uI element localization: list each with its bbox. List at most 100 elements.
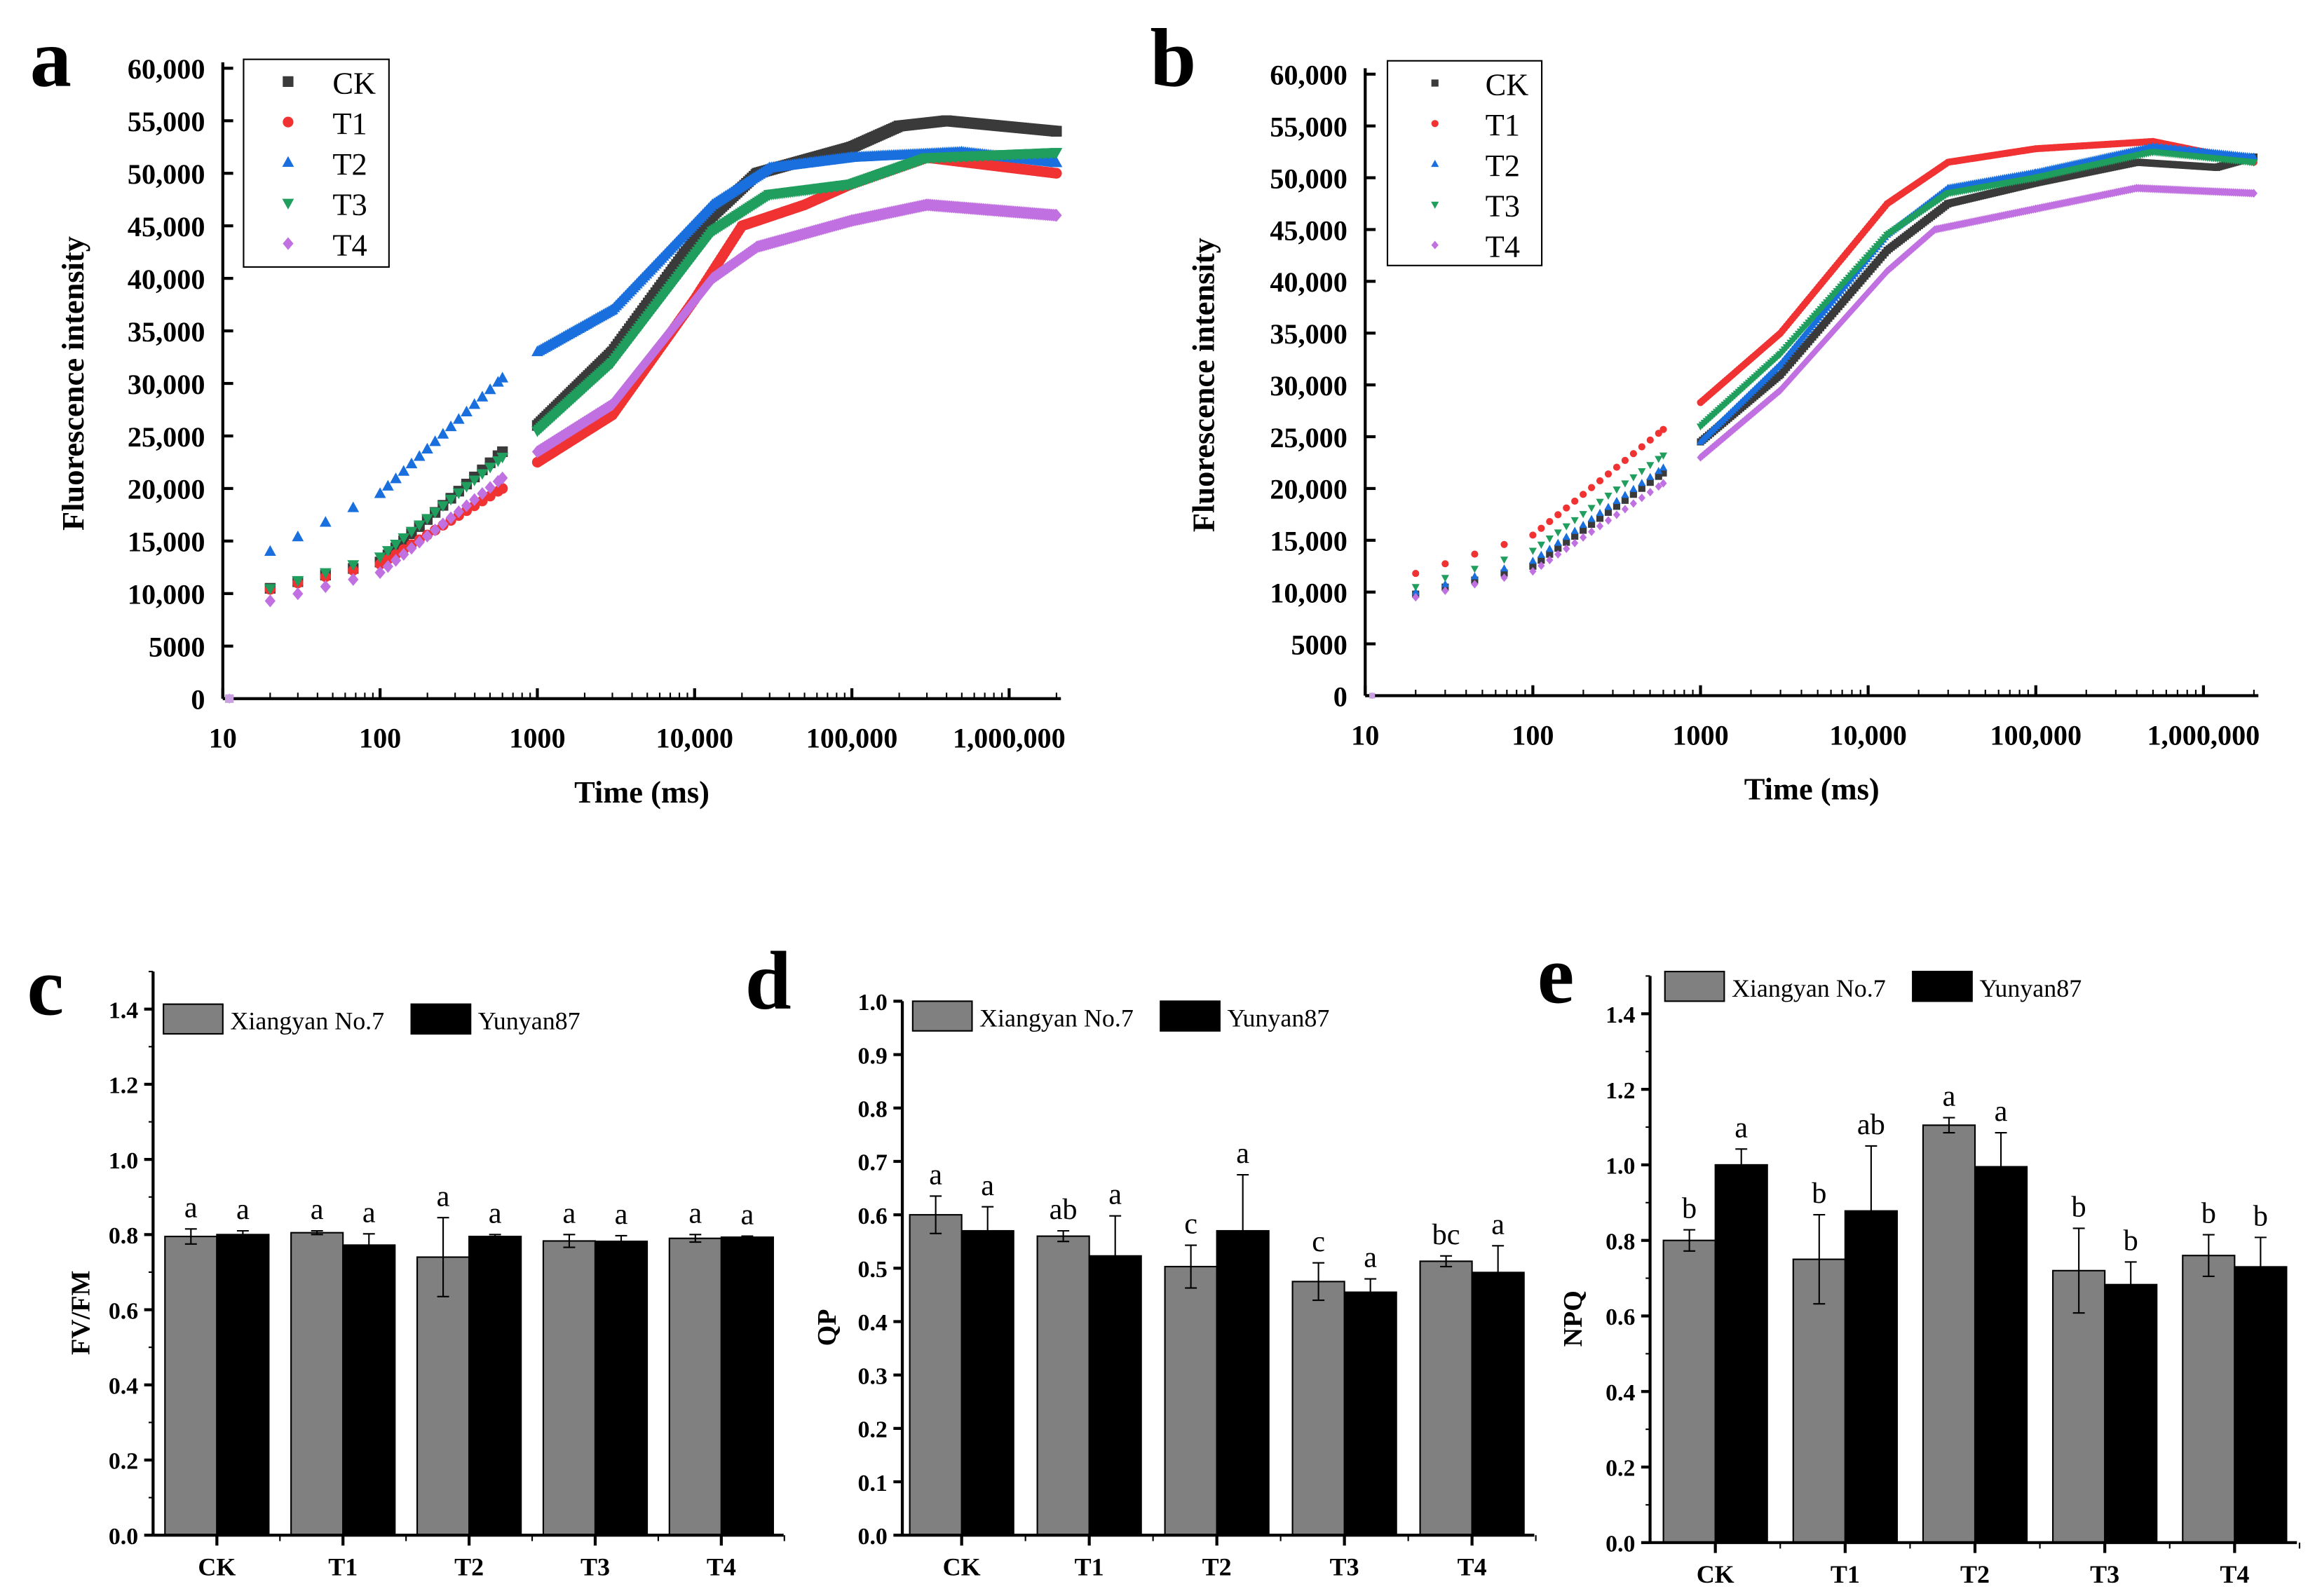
error-bar <box>982 1206 994 1256</box>
marker-diamond <box>292 587 304 601</box>
error-bar <box>930 1195 942 1234</box>
legend-swatch <box>1664 971 1725 1002</box>
marker-diamond <box>1369 692 1376 700</box>
marker-square <box>1604 508 1613 516</box>
marker-triangle-down <box>484 463 496 474</box>
marker-triangle-down <box>1570 517 1579 525</box>
marker-diamond <box>406 542 417 555</box>
marker-diamond <box>430 524 441 537</box>
bar-Xiangyan No.7-T2 <box>416 1256 470 1536</box>
y-tick-label: 0.0 <box>1605 1532 1635 1557</box>
marker-diamond <box>1613 510 1621 519</box>
marker-triangle-up <box>1659 463 1668 471</box>
series-T3 <box>224 148 1063 704</box>
x-tick-label: T1 <box>1075 1553 1104 1581</box>
x-tick-label: T1 <box>1831 1560 1860 1588</box>
marker-diamond <box>453 505 464 519</box>
y-tick-label: 0.2 <box>1605 1456 1635 1482</box>
legend: Xiangyan No.7 Yunyan87 <box>163 1003 581 1035</box>
marker-triangle-up <box>282 156 294 168</box>
significance-letter: a <box>1108 1178 1122 1211</box>
y-tick-label: 35,000 <box>128 316 205 348</box>
legend-label: Yunyan87 <box>478 1007 581 1035</box>
marker-circle <box>1471 550 1479 558</box>
bar-Yunyan87-CK <box>216 1234 270 1536</box>
marker-triangle-down <box>452 488 465 500</box>
legend-swatch <box>163 1003 224 1035</box>
legend-box <box>1386 60 1543 266</box>
significance-letter: b <box>1682 1192 1697 1225</box>
marker-square <box>1646 479 1654 486</box>
marker-triangle-up <box>452 413 465 424</box>
x-tick-label: T2 <box>1202 1553 1232 1581</box>
bar-Xiangyan No.7-T4 <box>2182 1255 2236 1543</box>
marker-square <box>1051 125 1062 137</box>
significance-letter: a <box>184 1191 198 1224</box>
marker-circle <box>1563 504 1570 512</box>
marker-square <box>283 76 294 88</box>
bar-Xiangyan No.7-T2 <box>1164 1265 1218 1536</box>
error-bar <box>236 1229 249 1239</box>
x-tick-label: 100 <box>359 723 401 754</box>
marker-triangle-down <box>1537 541 1545 549</box>
significance-letter: bc <box>1432 1218 1460 1251</box>
marker-triangle-down <box>405 526 418 538</box>
x-tick-label: T3 <box>2090 1560 2119 1588</box>
marker-triangle-up <box>1596 508 1604 517</box>
marker-triangle-up <box>319 516 332 527</box>
y-tick-label: 0.9 <box>858 1043 888 1069</box>
marker-diamond <box>264 594 276 608</box>
y-tick-label: 0.3 <box>858 1363 888 1389</box>
marker-triangle-up <box>468 398 481 409</box>
legend: Xiangyan No.7 Yunyan87 <box>911 1000 1329 1032</box>
y-tick-label: 0 <box>191 684 205 716</box>
x-tick-label: T2 <box>454 1553 484 1581</box>
marker-diamond <box>1629 499 1637 508</box>
marker-diamond <box>1793 367 1800 377</box>
error-bar <box>1109 1215 1122 1297</box>
y-tick-label: 10,000 <box>128 579 205 611</box>
marker-triangle-down <box>413 520 426 531</box>
y-tick-label: 1.0 <box>858 990 888 1016</box>
bar-Xiangyan No.7-T4 <box>1419 1260 1473 1536</box>
legend-label: T2 <box>332 146 367 182</box>
marker-circle <box>1655 430 1662 437</box>
marker-triangle-down <box>1587 505 1596 512</box>
panel-label: b <box>1150 12 1196 104</box>
marker-circle <box>1537 524 1545 532</box>
y-axis-title: Fluorescence intensity <box>1186 238 1221 532</box>
marker-diamond <box>1871 280 1879 289</box>
significance-letter: b <box>2253 1199 2268 1232</box>
marker-triangle-up <box>437 428 449 439</box>
significance-letter: a <box>489 1196 502 1229</box>
marker-triangle-down <box>1500 557 1509 564</box>
marker-triangle-up <box>405 457 418 469</box>
y-tick-label: 0.8 <box>109 1223 138 1249</box>
x-tick-label: T3 <box>581 1553 610 1581</box>
marker-diamond <box>1646 488 1654 497</box>
significance-letter: a <box>981 1169 994 1202</box>
marker-triangle-down <box>347 560 360 571</box>
marker-triangle-down <box>429 507 442 519</box>
marker-diamond <box>1412 592 1420 602</box>
marker-triangle-up <box>484 383 496 395</box>
x-tick-label: 1000 <box>509 723 565 754</box>
error-bar <box>1312 1262 1325 1302</box>
bar-Xiangyan No.7-CK <box>1662 1239 1716 1543</box>
marker-triangle-down <box>1596 498 1604 506</box>
bar-Xiangyan No.7-T1 <box>290 1232 344 1536</box>
y-tick-label: 1.0 <box>1605 1154 1635 1180</box>
y-tick-label: 35,000 <box>1270 318 1347 350</box>
marker-triangle-down <box>1431 201 1439 209</box>
bar-Xiangyan No.7-T4 <box>668 1237 722 1536</box>
marker-triangle-down <box>1562 523 1570 531</box>
marker-circle <box>1546 517 1554 526</box>
marker-diamond <box>445 511 456 524</box>
marker-diamond <box>283 237 294 250</box>
significance-letter: a <box>563 1196 576 1229</box>
marker-triangle-down <box>1545 536 1554 543</box>
marker-square <box>1537 557 1545 564</box>
marker-diamond <box>1621 505 1629 514</box>
